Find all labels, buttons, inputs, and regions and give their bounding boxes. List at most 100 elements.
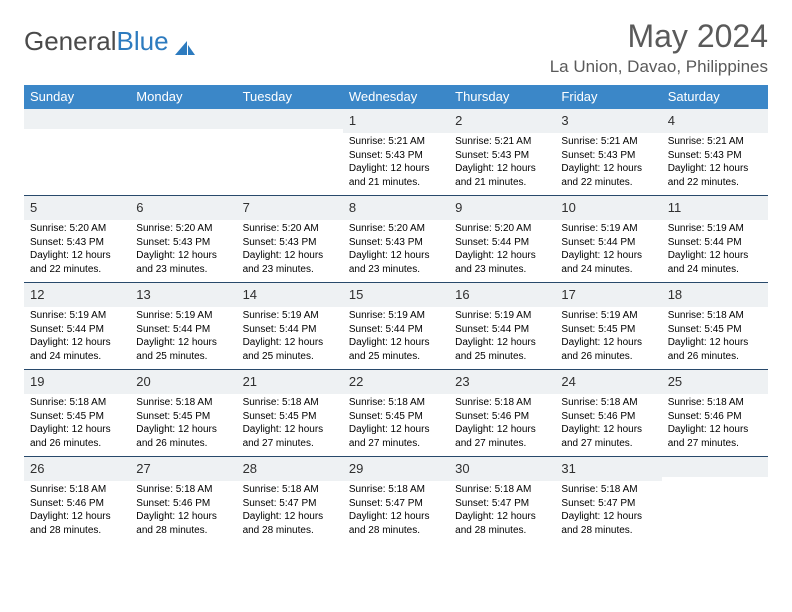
day-detail: Sunrise: 5:21 AMSunset: 5:43 PMDaylight:…	[449, 133, 555, 193]
day-number: 2	[455, 113, 462, 128]
sunset-line: Sunset: 5:43 PM	[455, 149, 549, 163]
daylight-line: Daylight: 12 hours and 22 minutes.	[668, 162, 762, 189]
sunset-line: Sunset: 5:45 PM	[349, 410, 443, 424]
weekday-header: Sunday	[24, 85, 130, 109]
day-detail: Sunrise: 5:21 AMSunset: 5:43 PMDaylight:…	[555, 133, 661, 193]
day-detail: Sunrise: 5:18 AMSunset: 5:45 PMDaylight:…	[343, 394, 449, 454]
day-number: 20	[136, 374, 150, 389]
daylight-line: Daylight: 12 hours and 28 minutes.	[243, 510, 337, 537]
day-cell: 6Sunrise: 5:20 AMSunset: 5:43 PMDaylight…	[130, 196, 236, 282]
sunrise-line: Sunrise: 5:18 AM	[243, 396, 337, 410]
sunrise-line: Sunrise: 5:21 AM	[668, 135, 762, 149]
day-detail: Sunrise: 5:18 AMSunset: 5:45 PMDaylight:…	[24, 394, 130, 454]
day-number-band: 16	[449, 283, 555, 307]
sunset-line: Sunset: 5:46 PM	[136, 497, 230, 511]
day-cell: 29Sunrise: 5:18 AMSunset: 5:47 PMDayligh…	[343, 457, 449, 543]
day-number: 4	[668, 113, 675, 128]
day-number: 13	[136, 287, 150, 302]
day-number-band: 31	[555, 457, 661, 481]
sunset-line: Sunset: 5:47 PM	[243, 497, 337, 511]
week-row: 1Sunrise: 5:21 AMSunset: 5:43 PMDaylight…	[24, 109, 768, 196]
day-number-band: 25	[662, 370, 768, 394]
day-cell: 27Sunrise: 5:18 AMSunset: 5:46 PMDayligh…	[130, 457, 236, 543]
day-cell: 2 Sunrise: 5:21 AMSunset: 5:43 PMDaylight…	[449, 109, 555, 195]
day-detail: Sunrise: 5:19 AMSunset: 5:44 PMDaylight:…	[449, 307, 555, 367]
day-number: 25	[668, 374, 682, 389]
day-detail: Sunrise: 5:18 AMSunset: 5:46 PMDaylight:…	[24, 481, 130, 541]
day-number-band: 2	[449, 109, 555, 133]
day-number: 27	[136, 461, 150, 476]
day-cell: 22Sunrise: 5:18 AMSunset: 5:45 PMDayligh…	[343, 370, 449, 456]
day-detail: Sunrise: 5:20 AMSunset: 5:43 PMDaylight:…	[130, 220, 236, 280]
sunset-line: Sunset: 5:45 PM	[136, 410, 230, 424]
daylight-line: Daylight: 12 hours and 24 minutes.	[561, 249, 655, 276]
day-cell: 31Sunrise: 5:18 AMSunset: 5:47 PMDayligh…	[555, 457, 661, 543]
daylight-line: Daylight: 12 hours and 26 minutes.	[30, 423, 124, 450]
title-block: May 2024 La Union, Davao, Philippines	[550, 18, 768, 77]
daylight-line: Daylight: 12 hours and 27 minutes.	[349, 423, 443, 450]
day-number: 30	[455, 461, 469, 476]
day-number: 16	[455, 287, 469, 302]
sunset-line: Sunset: 5:43 PM	[349, 149, 443, 163]
week-row: 19Sunrise: 5:18 AMSunset: 5:45 PMDayligh…	[24, 370, 768, 457]
day-detail: Sunrise: 5:19 AMSunset: 5:44 PMDaylight:…	[237, 307, 343, 367]
sail-icon	[173, 33, 197, 51]
day-number: 31	[561, 461, 575, 476]
day-cell: 1Sunrise: 5:21 AMSunset: 5:43 PMDaylight…	[343, 109, 449, 195]
day-number-band: 15	[343, 283, 449, 307]
sunrise-line: Sunrise: 5:21 AM	[455, 135, 549, 149]
day-number-band: 14	[237, 283, 343, 307]
sunset-line: Sunset: 5:44 PM	[349, 323, 443, 337]
sunrise-line: Sunrise: 5:18 AM	[136, 396, 230, 410]
day-cell: 19Sunrise: 5:18 AMSunset: 5:45 PMDayligh…	[24, 370, 130, 456]
sunset-line: Sunset: 5:43 PM	[243, 236, 337, 250]
sunrise-line: Sunrise: 5:18 AM	[455, 483, 549, 497]
daylight-line: Daylight: 12 hours and 23 minutes.	[349, 249, 443, 276]
week-row: 12Sunrise: 5:19 AMSunset: 5:44 PMDayligh…	[24, 283, 768, 370]
day-detail: Sunrise: 5:20 AMSunset: 5:43 PMDaylight:…	[343, 220, 449, 280]
sunrise-line: Sunrise: 5:19 AM	[561, 309, 655, 323]
weekday-header: Tuesday	[237, 85, 343, 109]
sunset-line: Sunset: 5:45 PM	[30, 410, 124, 424]
daylight-line: Daylight: 12 hours and 25 minutes.	[243, 336, 337, 363]
week-row: 26Sunrise: 5:18 AMSunset: 5:46 PMDayligh…	[24, 457, 768, 543]
day-detail: Sunrise: 5:19 AMSunset: 5:44 PMDaylight:…	[343, 307, 449, 367]
daylight-line: Daylight: 12 hours and 24 minutes.	[668, 249, 762, 276]
daylight-line: Daylight: 12 hours and 25 minutes.	[455, 336, 549, 363]
day-detail: Sunrise: 5:19 AMSunset: 5:44 PMDaylight:…	[24, 307, 130, 367]
daylight-line: Daylight: 12 hours and 27 minutes.	[455, 423, 549, 450]
day-detail: Sunrise: 5:18 AMSunset: 5:46 PMDaylight:…	[449, 394, 555, 454]
day-number: 10	[561, 200, 575, 215]
sunrise-line: Sunrise: 5:18 AM	[30, 396, 124, 410]
day-detail: Sunrise: 5:18 AMSunset: 5:47 PMDaylight:…	[449, 481, 555, 541]
sunset-line: Sunset: 5:46 PM	[455, 410, 549, 424]
day-number: 1	[349, 113, 356, 128]
sunrise-line: Sunrise: 5:18 AM	[30, 483, 124, 497]
day-number: 24	[561, 374, 575, 389]
sunset-line: Sunset: 5:43 PM	[349, 236, 443, 250]
day-cell	[662, 457, 768, 543]
weekday-header-row: Sunday Monday Tuesday Wednesday Thursday…	[24, 85, 768, 109]
sunrise-line: Sunrise: 5:20 AM	[243, 222, 337, 236]
day-detail: Sunrise: 5:18 AMSunset: 5:45 PMDaylight:…	[130, 394, 236, 454]
day-detail: Sunrise: 5:18 AMSunset: 5:46 PMDaylight:…	[662, 394, 768, 454]
day-detail: Sunrise: 5:18 AMSunset: 5:45 PMDaylight:…	[237, 394, 343, 454]
daylight-line: Daylight: 12 hours and 27 minutes.	[668, 423, 762, 450]
sunrise-line: Sunrise: 5:20 AM	[136, 222, 230, 236]
day-detail: Sunrise: 5:20 AMSunset: 5:43 PMDaylight:…	[237, 220, 343, 280]
sunrise-line: Sunrise: 5:18 AM	[561, 483, 655, 497]
day-number-band: 13	[130, 283, 236, 307]
day-cell: 24Sunrise: 5:18 AMSunset: 5:46 PMDayligh…	[555, 370, 661, 456]
day-number-band: 10	[555, 196, 661, 220]
day-number-band: 12	[24, 283, 130, 307]
day-number-band: 24	[555, 370, 661, 394]
sunrise-line: Sunrise: 5:18 AM	[349, 396, 443, 410]
day-cell: 21 Sunrise: 5:18 AMSunset: 5:45 PMDayligh…	[237, 370, 343, 456]
day-detail: Sunrise: 5:19 AMSunset: 5:45 PMDaylight:…	[555, 307, 661, 367]
day-cell: 30 Sunrise: 5:18 AMSunset: 5:47 PMDayligh…	[449, 457, 555, 543]
day-cell: 8Sunrise: 5:20 AMSunset: 5:43 PMDaylight…	[343, 196, 449, 282]
day-number: 21	[243, 374, 257, 389]
day-cell: 5Sunrise: 5:20 AMSunset: 5:43 PMDaylight…	[24, 196, 130, 282]
sunrise-line: Sunrise: 5:18 AM	[243, 483, 337, 497]
day-cell: 4Sunrise: 5:21 AMSunset: 5:43 PMDaylight…	[662, 109, 768, 195]
